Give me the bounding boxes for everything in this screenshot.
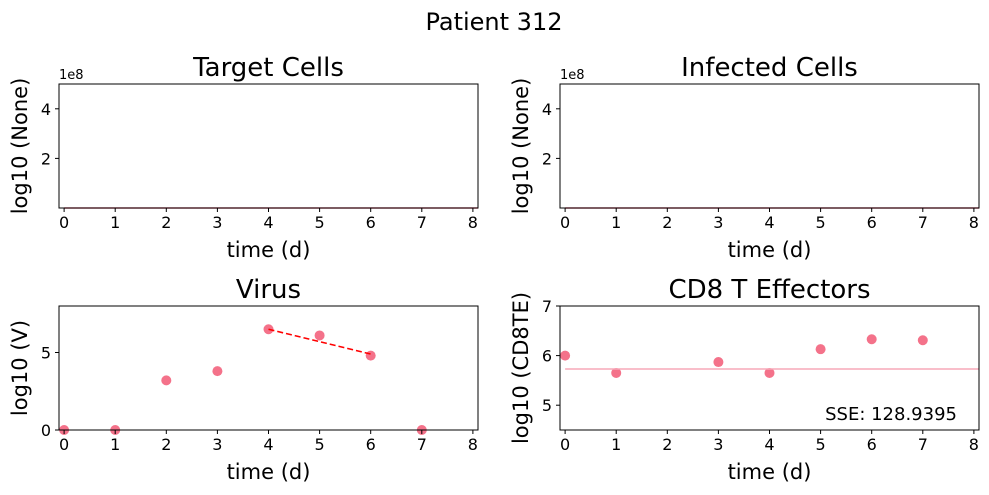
panel-4-x-tick-label-7: 7 <box>918 435 928 454</box>
panel-1-x-tick-label-2: 2 <box>161 213 171 232</box>
panel-2-x-tick-label-8: 8 <box>969 213 979 232</box>
figure-title: Patient 312 <box>425 8 562 36</box>
panel-2-axes-frame <box>559 83 980 209</box>
panel-2-x-axis-label: time (d) <box>728 238 812 262</box>
panel-2-x-tick-label-0: 0 <box>560 213 570 232</box>
panel-3-x-tick-label-6: 6 <box>366 435 376 454</box>
panel-4-x-tick-label-5: 5 <box>816 435 826 454</box>
panel-1-y-axis-label: log10 (None) <box>8 78 32 215</box>
panel-4-x-tick-label-6: 6 <box>867 435 877 454</box>
panel-2-x-tick-label-4: 4 <box>764 213 774 232</box>
panel-4-x-tick-label-3: 3 <box>713 435 723 454</box>
panel-1-title: Target Cells <box>192 53 344 83</box>
panel-3-x-tick-label-0: 0 <box>59 435 69 454</box>
panel-1-x-tick-label-1: 1 <box>110 213 120 232</box>
panel-4-point-3 <box>764 367 775 378</box>
panel-4-point-5 <box>866 334 877 345</box>
panel-3-x-tick-label-7: 7 <box>417 435 427 454</box>
panel-3-x-axis-label: time (d) <box>227 460 311 484</box>
panel-3-title: Virus <box>236 275 301 305</box>
panel-2-y-tick-label-2: 2 <box>542 149 552 168</box>
panel-4-y-tick-label-7: 7 <box>542 297 552 316</box>
panel-3-x-tick-label-3: 3 <box>212 435 222 454</box>
panel-1-x-tick-label-7: 7 <box>417 213 427 232</box>
panel-3-y-tick-label-0: 0 <box>41 421 51 440</box>
panel-3-point-5 <box>314 330 325 341</box>
panel-4-point-0 <box>560 350 571 361</box>
panel-4-x-axis-label: time (d) <box>728 460 812 484</box>
panel-1-axes-frame <box>58 83 479 209</box>
panel-4-y-tick-label-6: 6 <box>542 347 552 366</box>
panel-1-x-tick-label-5: 5 <box>315 213 325 232</box>
panel-4-x-tick-label-0: 0 <box>560 435 570 454</box>
panel-1-y-tick-label-2: 2 <box>41 149 51 168</box>
panel-1-x-tick-label-0: 0 <box>59 213 69 232</box>
panel-4-x-tick-label-1: 1 <box>611 435 621 454</box>
panel-1-x-tick-label-8: 8 <box>468 213 478 232</box>
panel-2-title: Infected Cells <box>681 53 858 83</box>
panel-2-y-axis-label: log10 (None) <box>509 78 533 215</box>
panel-3-x-tick-label-1: 1 <box>110 435 120 454</box>
panel-3-x-tick-label-4: 4 <box>263 435 273 454</box>
panel-4-y-tick-label-5: 5 <box>542 396 552 415</box>
panel-2-x-tick-label-3: 3 <box>713 213 723 232</box>
panel-2-x-tick-label-6: 6 <box>867 213 877 232</box>
panel-4-point-2 <box>713 357 724 368</box>
panel-2-x-tick-label-5: 5 <box>816 213 826 232</box>
panel-3-y-tick-label-5: 5 <box>41 344 51 363</box>
panel-3-point-2 <box>161 375 172 386</box>
panel-3-point-6 <box>365 350 376 361</box>
panel-4-title: CD8 T Effectors <box>668 275 870 305</box>
panel-3-y-axis-label: log10 (V) <box>8 320 32 416</box>
panel-2-x-tick-label-7: 7 <box>918 213 928 232</box>
panel-4-x-tick-label-4: 4 <box>764 435 774 454</box>
panel-1-x-tick-label-6: 6 <box>366 213 376 232</box>
panel-2-x-tick-label-1: 1 <box>611 213 621 232</box>
panel-2-y-tick-label-4: 4 <box>542 100 552 119</box>
panel-4-point-6 <box>917 335 928 346</box>
panel-4-x-tick-label-8: 8 <box>969 435 979 454</box>
panel-1-y-tick-label-4: 4 <box>41 100 51 119</box>
panel-1-x-tick-label-4: 4 <box>263 213 273 232</box>
panel-4-x-tick-label-2: 2 <box>662 435 672 454</box>
panel-4-point-1 <box>611 367 622 378</box>
panel-4-y-axis-label: log10 (CD8TE) <box>509 292 533 444</box>
panel-3-x-tick-label-5: 5 <box>315 435 325 454</box>
panel-3-x-tick-label-8: 8 <box>468 435 478 454</box>
panel-4-annotation: SSE: 128.9395 <box>825 404 957 425</box>
panel-1-x-axis-label: time (d) <box>227 238 311 262</box>
panel-1-offset-text: 1e8 <box>59 68 84 83</box>
panel-3-point-3 <box>212 366 223 377</box>
panel-4-point-4 <box>815 344 826 355</box>
panel-2-x-tick-label-2: 2 <box>662 213 672 232</box>
panel-3-x-tick-label-2: 2 <box>161 435 171 454</box>
panel-1-x-tick-label-3: 3 <box>212 213 222 232</box>
panel-2-offset-text: 1e8 <box>560 68 585 83</box>
